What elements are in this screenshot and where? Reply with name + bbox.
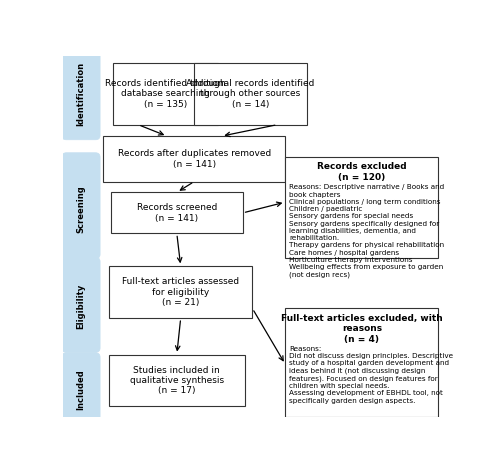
Text: Records excluded
(n = 120): Records excluded (n = 120) (317, 162, 406, 182)
FancyBboxPatch shape (103, 136, 286, 182)
FancyBboxPatch shape (62, 153, 100, 259)
Text: Identification: Identification (76, 62, 86, 126)
Text: Included: Included (76, 369, 86, 410)
FancyBboxPatch shape (111, 192, 242, 234)
FancyBboxPatch shape (286, 157, 438, 258)
Text: Studies included in
qualitative synthesis
(n = 17): Studies included in qualitative synthesi… (130, 366, 224, 395)
FancyBboxPatch shape (62, 353, 100, 421)
FancyBboxPatch shape (62, 257, 100, 352)
FancyBboxPatch shape (109, 355, 244, 406)
Text: Screening: Screening (76, 185, 86, 233)
FancyBboxPatch shape (286, 308, 438, 417)
Text: Full-text articles excluded, with
reasons
(n = 4): Full-text articles excluded, with reason… (281, 314, 442, 344)
Text: Records screened
(n = 141): Records screened (n = 141) (136, 203, 217, 223)
Text: Reasons:
Did not discuss design principles. Descriptive
study of a hospital gard: Reasons: Did not discuss design principl… (289, 346, 454, 403)
Text: Reasons: Descriptive narrative / Books and
book chapters
Clinical populations / : Reasons: Descriptive narrative / Books a… (289, 184, 444, 278)
Text: Additional records identified
through other sources
(n = 14): Additional records identified through ot… (186, 79, 314, 109)
Text: Records after duplicates removed
(n = 141): Records after duplicates removed (n = 14… (118, 149, 271, 168)
Text: Eligibility: Eligibility (76, 284, 86, 329)
FancyBboxPatch shape (113, 63, 218, 124)
Text: Full-text articles assessed
for eligibility
(n = 21): Full-text articles assessed for eligibil… (122, 278, 240, 307)
FancyBboxPatch shape (62, 52, 100, 140)
FancyBboxPatch shape (109, 266, 253, 318)
FancyBboxPatch shape (194, 63, 306, 124)
Text: Records identified through
database searching
(n = 135): Records identified through database sear… (105, 79, 226, 109)
